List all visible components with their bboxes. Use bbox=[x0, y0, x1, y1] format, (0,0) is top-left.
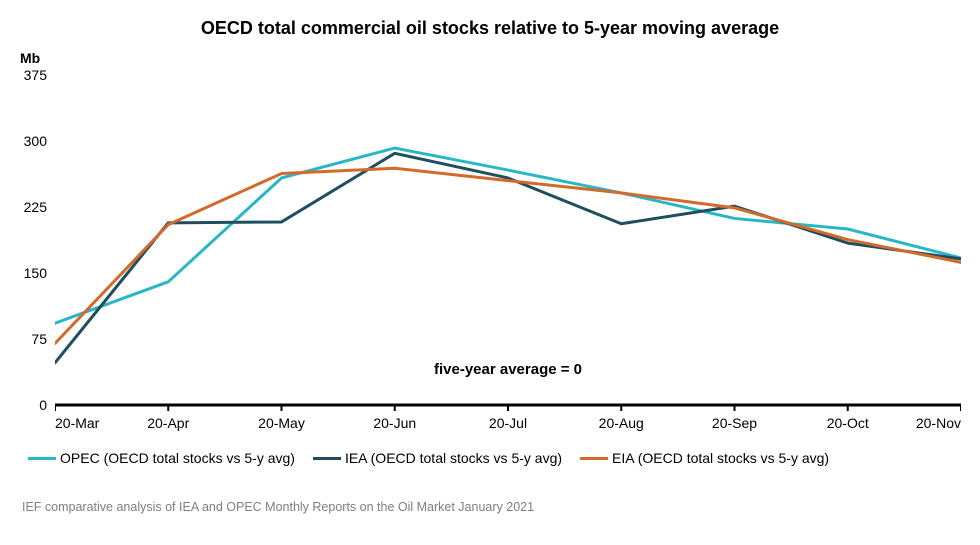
legend-label: IEA (OECD total stocks vs 5-y avg) bbox=[345, 450, 562, 466]
x-tick-label: 20-May bbox=[252, 415, 312, 431]
y-tick-label: 0 bbox=[39, 397, 47, 413]
legend-item: OPEC (OECD total stocks vs 5-y avg) bbox=[28, 450, 295, 466]
x-tick-label: 20-Apr bbox=[138, 415, 198, 431]
legend-label: EIA (OECD total stocks vs 5-y avg) bbox=[612, 450, 829, 466]
legend-label: OPEC (OECD total stocks vs 5-y avg) bbox=[60, 450, 295, 466]
source-footnote: IEF comparative analysis of IEA and OPEC… bbox=[22, 500, 534, 514]
x-tick-label: 20-Jul bbox=[478, 415, 538, 431]
legend-swatch bbox=[580, 457, 608, 460]
y-tick-label: 75 bbox=[31, 331, 47, 347]
y-tick-label: 375 bbox=[24, 67, 47, 83]
legend-swatch bbox=[28, 457, 56, 460]
x-tick-label: 20-Aug bbox=[591, 415, 651, 431]
legend-swatch bbox=[313, 457, 341, 460]
chart-title: OECD total commercial oil stocks relativ… bbox=[0, 18, 980, 39]
y-tick-label: 300 bbox=[24, 133, 47, 149]
series-line bbox=[55, 153, 961, 362]
x-tick-label: 20-Sep bbox=[705, 415, 765, 431]
y-tick-label: 150 bbox=[24, 265, 47, 281]
legend: OPEC (OECD total stocks vs 5-y avg) IEA (… bbox=[28, 450, 829, 466]
baseline-annotation: five-year average = 0 bbox=[398, 361, 618, 378]
x-tick-label: 20-Mar bbox=[55, 415, 115, 431]
legend-item: IEA (OECD total stocks vs 5-y avg) bbox=[313, 450, 562, 466]
legend-item: EIA (OECD total stocks vs 5-y avg) bbox=[580, 450, 829, 466]
x-tick-label: 20-Jun bbox=[365, 415, 425, 431]
y-tick-label: 225 bbox=[24, 199, 47, 215]
series-line bbox=[55, 168, 961, 343]
chart-container: OECD total commercial oil stocks relativ… bbox=[0, 0, 980, 545]
y-axis-label: Mb bbox=[20, 50, 40, 66]
x-tick-label: 20-Nov bbox=[901, 415, 961, 431]
x-tick-label: 20-Oct bbox=[818, 415, 878, 431]
